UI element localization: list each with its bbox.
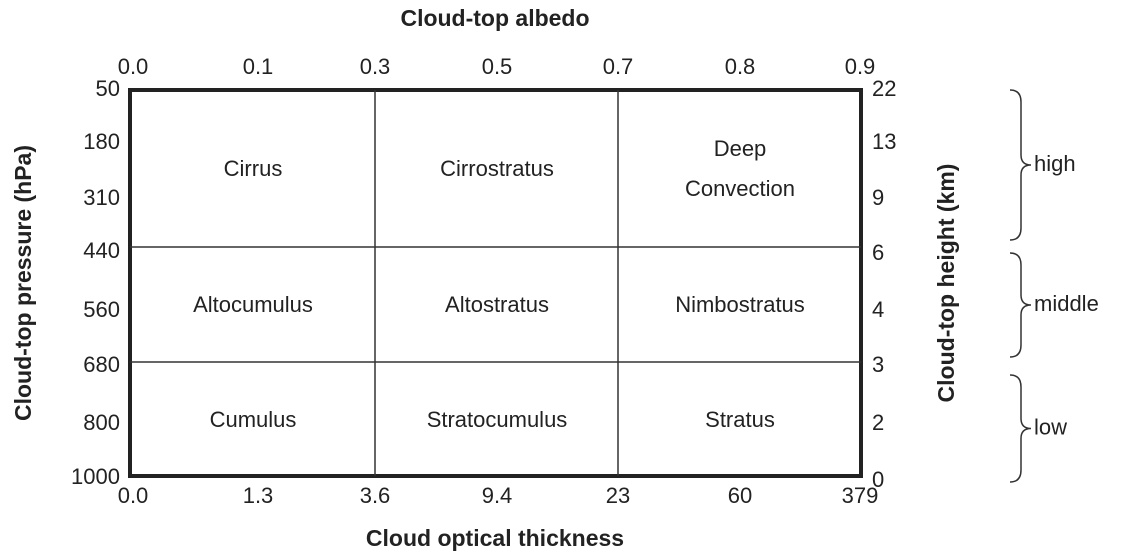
group-label: middle — [1034, 291, 1099, 316]
brace — [1009, 89, 1032, 241]
top-tick-label: 0.1 — [243, 54, 274, 79]
cloud-type-label: Convection — [685, 176, 795, 201]
top-tick-label: 0.5 — [482, 54, 513, 79]
bottom-tick-label: 379 — [842, 483, 879, 508]
left-tick-label: 50 — [96, 76, 120, 101]
right-tick-label: 13 — [872, 129, 896, 154]
group-label: low — [1034, 414, 1067, 439]
left-tick-label: 180 — [83, 129, 120, 154]
bottom-tick-label: 0.0 — [118, 483, 149, 508]
group-label: high — [1034, 151, 1076, 176]
cloud-type-label: Nimbostratus — [675, 292, 805, 317]
right-tick-label: 6 — [872, 240, 884, 265]
grid-frame — [128, 88, 863, 478]
left-axis-title: Cloud-top pressure (hPa) — [10, 145, 36, 421]
left-tick-label: 440 — [83, 238, 120, 263]
brace — [1009, 252, 1032, 358]
top-axis-title: Cloud-top albedo — [400, 5, 589, 31]
bottom-axis-title: Cloud optical thickness — [366, 525, 624, 551]
cloud-type-label: Deep — [714, 136, 767, 161]
cloud-type-label: Stratocumulus — [427, 407, 568, 432]
cloud-type-label: Altocumulus — [193, 292, 313, 317]
top-tick-label: 0.8 — [725, 54, 756, 79]
right-tick-label: 22 — [872, 76, 896, 101]
right-tick-label: 0 — [872, 467, 884, 492]
cloud-type-label: Cirrus — [224, 156, 283, 181]
cloud-type-label: Cumulus — [210, 407, 297, 432]
left-tick-label: 560 — [83, 297, 120, 322]
cloud-type-label: Stratus — [705, 407, 775, 432]
right-tick-label: 3 — [872, 352, 884, 377]
left-tick-label: 800 — [83, 410, 120, 435]
cloud-type-label: Cirrostratus — [440, 156, 554, 181]
top-tick-label: 0.7 — [603, 54, 634, 79]
bottom-tick-label: 60 — [728, 483, 752, 508]
left-tick-label: 310 — [83, 185, 120, 210]
left-tick-label: 1000 — [71, 464, 120, 489]
bottom-tick-label: 1.3 — [243, 483, 274, 508]
top-tick-label: 0.9 — [845, 54, 876, 79]
top-tick-label: 0.0 — [118, 54, 149, 79]
left-tick-label: 680 — [83, 352, 120, 377]
bottom-tick-label: 23 — [606, 483, 630, 508]
cloud-type-label: Altostratus — [445, 292, 549, 317]
right-tick-label: 2 — [872, 410, 884, 435]
right-tick-label: 9 — [872, 185, 884, 210]
top-tick-label: 0.3 — [360, 54, 391, 79]
bottom-tick-label: 9.4 — [482, 483, 513, 508]
bottom-tick-label: 3.6 — [360, 483, 391, 508]
brace — [1009, 374, 1032, 483]
right-tick-label: 4 — [872, 297, 884, 322]
right-axis-title: Cloud-top height (km) — [933, 164, 959, 403]
